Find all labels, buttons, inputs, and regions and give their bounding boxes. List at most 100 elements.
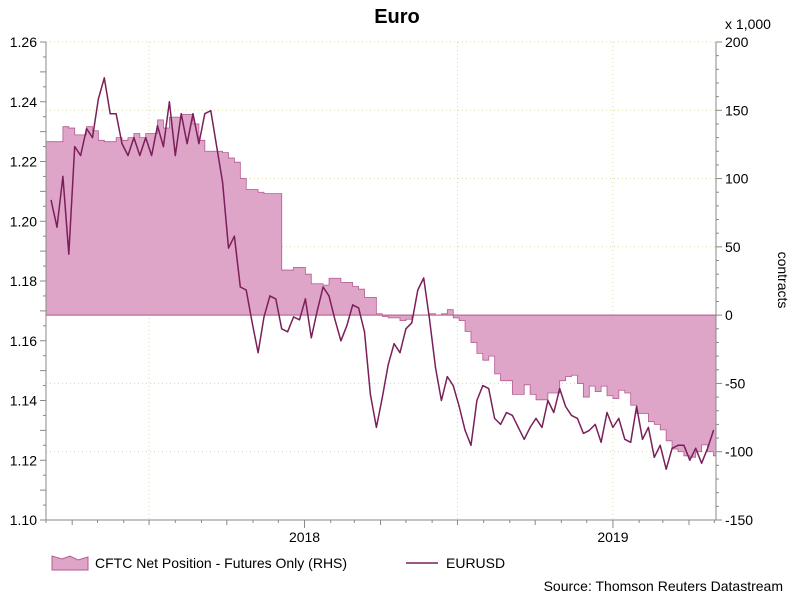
eurusd-point bbox=[500, 423, 502, 425]
eurusd-point bbox=[133, 137, 135, 139]
eurusd-point bbox=[121, 143, 123, 145]
eurusd-point bbox=[517, 426, 519, 428]
left-tick-label: 1.16 bbox=[10, 333, 37, 349]
eurusd-point bbox=[80, 154, 82, 157]
eurusd-point bbox=[576, 417, 579, 419]
eurusd-point bbox=[470, 444, 472, 446]
eurusd-point bbox=[647, 426, 650, 428]
eurusd-point bbox=[304, 298, 306, 300]
eurusd-point bbox=[281, 328, 283, 330]
eurusd-point bbox=[588, 429, 590, 431]
eurusd-point bbox=[109, 113, 111, 115]
eurusd-point bbox=[417, 289, 419, 291]
eurusd-point bbox=[653, 456, 655, 458]
eurusd-point bbox=[310, 337, 312, 339]
eurusd-point bbox=[239, 286, 241, 288]
eurusd-point bbox=[375, 426, 377, 428]
eurusd-point bbox=[275, 298, 277, 300]
eurusd-point bbox=[440, 399, 442, 402]
eurusd-point bbox=[293, 316, 295, 318]
eurusd-point bbox=[369, 393, 371, 396]
eurusd-point bbox=[56, 226, 58, 228]
eurusd-point bbox=[535, 417, 537, 419]
eurusd-point bbox=[192, 113, 194, 115]
eurusd-point bbox=[659, 444, 661, 446]
right-tick-label: 0 bbox=[725, 307, 733, 323]
eurusd-point bbox=[423, 277, 425, 279]
left-tick-label: 1.24 bbox=[10, 94, 37, 110]
legend: CFTC Net Position - Futures Only (RHS) E… bbox=[51, 555, 505, 571]
eurusd-point bbox=[618, 417, 620, 419]
eurusd-point bbox=[612, 426, 614, 428]
eurusd-point bbox=[316, 310, 318, 312]
x-tick-label: 2018 bbox=[289, 529, 320, 545]
eurusd-point bbox=[334, 319, 336, 321]
eurusd-point bbox=[287, 331, 289, 333]
eurusd-point bbox=[476, 399, 478, 402]
legend-swatch-cftc bbox=[51, 555, 89, 571]
eurusd-point bbox=[198, 143, 200, 145]
eurusd-point bbox=[186, 143, 188, 145]
eurusd-point bbox=[523, 438, 525, 440]
eurusd-point bbox=[494, 417, 496, 419]
legend-label-eurusd: EURUSD bbox=[446, 555, 505, 571]
eurusd-point bbox=[204, 113, 206, 115]
eurusd-point bbox=[127, 154, 129, 157]
eurusd-point bbox=[50, 199, 52, 201]
eurusd-point bbox=[701, 462, 703, 464]
eurusd-point bbox=[168, 101, 170, 103]
eurusd-point bbox=[399, 352, 401, 354]
eurusd-point bbox=[553, 411, 555, 414]
x-tick-label: 2019 bbox=[597, 529, 628, 545]
eurusd-point bbox=[363, 331, 366, 333]
right-tick-label: -150 bbox=[725, 512, 753, 528]
eurusd-point bbox=[559, 388, 561, 390]
eurusd-point bbox=[671, 447, 673, 449]
eurusd-point bbox=[488, 388, 490, 390]
eurusd-point bbox=[405, 328, 407, 330]
left-tick-label: 1.22 bbox=[10, 154, 37, 170]
eurusd-point bbox=[91, 137, 94, 139]
legend-label-cftc: CFTC Net Position - Futures Only (RHS) bbox=[95, 555, 347, 571]
eurusd-point bbox=[86, 128, 88, 130]
cftc-net-position-area bbox=[45, 113, 717, 458]
eurusd-point bbox=[62, 175, 64, 177]
eurusd-point bbox=[458, 405, 460, 408]
eurusd-point bbox=[641, 438, 644, 440]
eurusd-point bbox=[115, 113, 117, 115]
eurusd-point bbox=[547, 399, 549, 402]
eurusd-point bbox=[346, 325, 348, 327]
eurusd-point bbox=[565, 405, 567, 408]
eurusd-point bbox=[482, 385, 484, 387]
right-axis-multiplier: x 1,000 bbox=[725, 16, 771, 32]
right-axis-label: contracts bbox=[775, 252, 791, 309]
eurusd-point bbox=[464, 429, 466, 431]
legend-item-eurusd: EURUSD bbox=[406, 555, 505, 571]
eurusd-point bbox=[162, 146, 164, 148]
left-tick-label: 1.26 bbox=[10, 34, 37, 50]
eurusd-point bbox=[210, 110, 212, 112]
eurusd-point bbox=[227, 247, 230, 249]
right-tick-label: 50 bbox=[725, 239, 741, 255]
chart-title: Euro bbox=[374, 6, 420, 28]
eurusd-point bbox=[358, 307, 360, 309]
eurusd-point bbox=[570, 414, 573, 416]
eurusd-point bbox=[263, 316, 265, 318]
eurusd-point bbox=[174, 154, 176, 157]
eurusd-point bbox=[665, 468, 667, 470]
eurusd-point bbox=[636, 405, 638, 408]
eurusd-point bbox=[328, 295, 330, 297]
eurusd-point bbox=[594, 423, 596, 425]
eurusd-point bbox=[352, 304, 354, 306]
left-tick-label: 1.10 bbox=[10, 512, 37, 528]
eurusd-point bbox=[429, 319, 431, 321]
eurusd-point bbox=[712, 429, 715, 431]
eurusd-point bbox=[630, 441, 632, 443]
right-axis: -150 -100 -50 0 50 100 150 200 bbox=[716, 34, 753, 528]
eurusd-point bbox=[381, 396, 383, 399]
eurusd-point bbox=[606, 411, 608, 414]
eurusd-point bbox=[298, 319, 301, 321]
eurusd-point bbox=[411, 322, 413, 324]
